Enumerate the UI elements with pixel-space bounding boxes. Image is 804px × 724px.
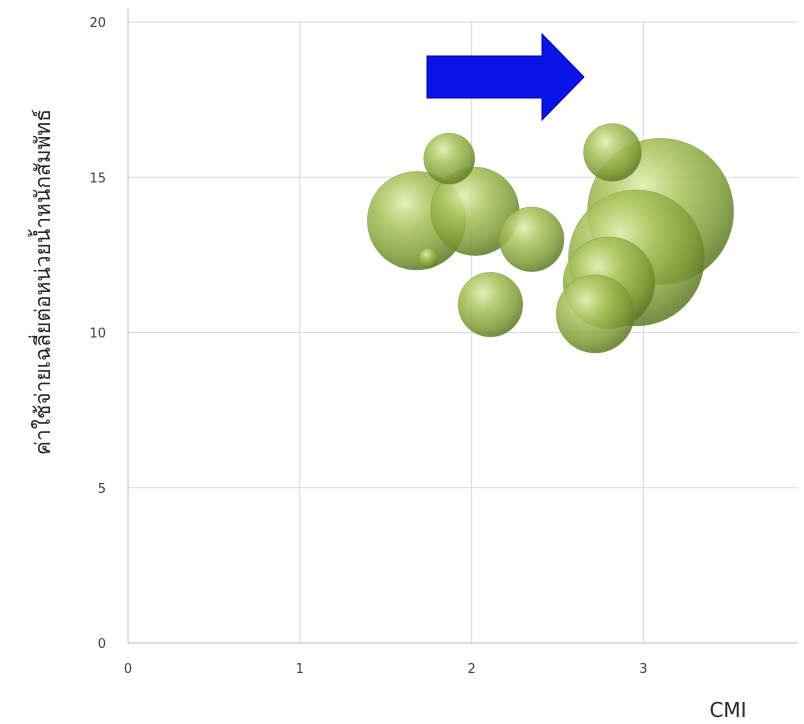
x-tick-label: 0 (124, 662, 132, 677)
bubble-point (583, 123, 642, 182)
x-axis-title: CMI (709, 698, 746, 722)
y-tick-label: 5 (98, 482, 106, 497)
y-tick-label: 15 (89, 171, 106, 186)
tick-labels: 0 5 10 15 20 0 1 2 3 (89, 16, 647, 677)
x-tick-label: 1 (296, 662, 304, 677)
y-tick-label: 0 (98, 637, 106, 652)
bubble-point (457, 271, 524, 338)
x-tick-label: 2 (467, 662, 475, 677)
x-tick-label: 3 (639, 662, 647, 677)
bubble-point (418, 247, 440, 269)
bubble-point (499, 206, 565, 272)
right-arrow-annotation (426, 32, 585, 122)
gridlines (128, 21, 798, 643)
y-axis-title: ค่าใช้จ่ายเฉลี่ยต่อหน่วยน้ำหนักสัมพัทธ์ (28, 109, 55, 455)
y-tick-label: 20 (89, 16, 106, 31)
y-tick-label: 10 (89, 327, 106, 342)
axes (127, 8, 798, 644)
annotations (426, 32, 585, 122)
bubble-point (555, 274, 635, 354)
bubble-point (423, 132, 476, 185)
bubble-series (367, 123, 734, 354)
